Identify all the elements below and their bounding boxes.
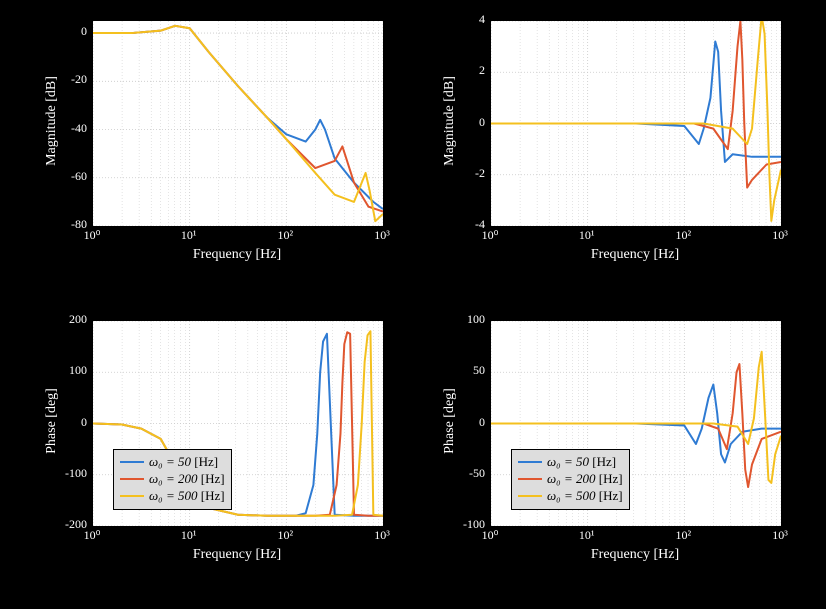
legend-swatch xyxy=(518,478,542,480)
legend-entry: ω₀ = 50 [Hz] xyxy=(120,454,225,471)
x-tick-label: 10² xyxy=(663,528,703,543)
x-tick-label: 10¹ xyxy=(169,528,209,543)
legend-label: ω₀ = 50 [Hz] xyxy=(149,454,218,471)
legend-label: ω₀ = 200 [Hz] xyxy=(547,471,623,488)
x-tick-label: 10³ xyxy=(760,228,800,243)
x-tick-label: 10⁰ xyxy=(470,528,510,543)
x-tick-label: 10³ xyxy=(362,228,402,243)
legend-label: ω₀ = 50 [Hz] xyxy=(547,454,616,471)
legend-entry: ω₀ = 500 [Hz] xyxy=(120,488,225,505)
x-tick-label: 10² xyxy=(265,528,305,543)
y-tick-label: 200 xyxy=(47,312,87,327)
legend-label: ω₀ = 500 [Hz] xyxy=(547,488,623,505)
plot-svg xyxy=(93,21,383,226)
legend-swatch xyxy=(120,461,144,463)
legend-swatch xyxy=(120,495,144,497)
panel-bottom_left: ω₀ = 50 [Hz]ω₀ = 200 [Hz]ω₀ = 500 [Hz] xyxy=(92,320,384,527)
x-tick-label: 10³ xyxy=(760,528,800,543)
x-axis-label: Frequency [Hz] xyxy=(177,247,297,263)
x-axis-label: Frequency [Hz] xyxy=(575,547,695,563)
series-1 xyxy=(491,21,781,188)
series-0 xyxy=(93,26,383,209)
panel-bottom_right: ω₀ = 50 [Hz]ω₀ = 200 [Hz]ω₀ = 500 [Hz] xyxy=(490,320,782,527)
legend: ω₀ = 50 [Hz]ω₀ = 200 [Hz]ω₀ = 500 [Hz] xyxy=(511,449,630,510)
plot-svg xyxy=(491,21,781,226)
x-tick-label: 10⁰ xyxy=(470,228,510,243)
y-tick-label: 100 xyxy=(445,312,485,327)
legend-label: ω₀ = 200 [Hz] xyxy=(149,471,225,488)
y-axis-label: Phase [deg] xyxy=(44,361,60,481)
panel-top_right xyxy=(490,20,782,227)
x-tick-label: 10⁰ xyxy=(72,528,112,543)
series-2 xyxy=(93,26,383,221)
x-tick-label: 10¹ xyxy=(567,228,607,243)
legend-swatch xyxy=(518,495,542,497)
y-tick-label: 0 xyxy=(47,24,87,39)
series-1 xyxy=(93,26,383,212)
legend-entry: ω₀ = 200 [Hz] xyxy=(120,471,225,488)
x-tick-label: 10² xyxy=(663,228,703,243)
y-tick-label: 4 xyxy=(445,12,485,27)
x-axis-label: Frequency [Hz] xyxy=(575,247,695,263)
x-tick-label: 10¹ xyxy=(169,228,209,243)
legend-entry: ω₀ = 50 [Hz] xyxy=(518,454,623,471)
legend: ω₀ = 50 [Hz]ω₀ = 200 [Hz]ω₀ = 500 [Hz] xyxy=(113,449,232,510)
y-axis-label: Magnitude [dB] xyxy=(44,61,60,181)
x-tick-label: 10¹ xyxy=(567,528,607,543)
legend-entry: ω₀ = 200 [Hz] xyxy=(518,471,623,488)
x-tick-label: 10⁰ xyxy=(72,228,112,243)
legend-swatch xyxy=(120,478,144,480)
y-axis-label: Magnitude [dB] xyxy=(442,61,458,181)
legend-entry: ω₀ = 500 [Hz] xyxy=(518,488,623,505)
legend-label: ω₀ = 500 [Hz] xyxy=(149,488,225,505)
x-tick-label: 10² xyxy=(265,228,305,243)
x-tick-label: 10³ xyxy=(362,528,402,543)
panel-top_left xyxy=(92,20,384,227)
y-axis-label: Phase [deg] xyxy=(442,361,458,481)
legend-swatch xyxy=(518,461,542,463)
x-axis-label: Frequency [Hz] xyxy=(177,547,297,563)
